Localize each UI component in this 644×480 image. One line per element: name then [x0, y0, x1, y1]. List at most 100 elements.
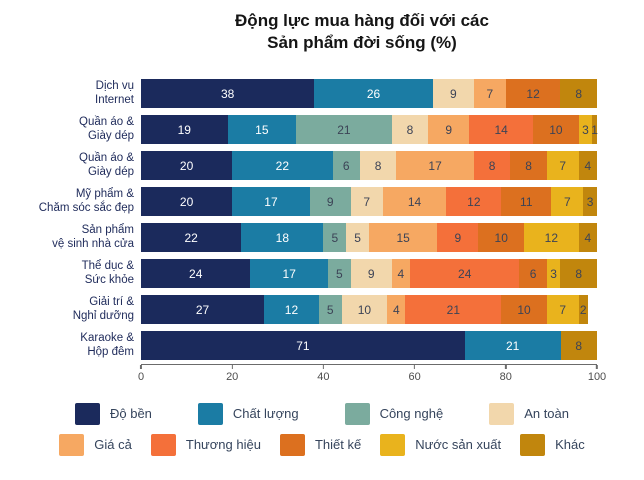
tick-label: 20	[226, 370, 239, 383]
chart-title: Động lực mua hàng đối với các Sản phẩm đ…	[0, 0, 644, 54]
bar-segment: 4	[578, 151, 597, 180]
legend-item: An toàn	[489, 402, 570, 425]
legend-swatch	[279, 433, 305, 456]
bar-segment: 9	[437, 223, 479, 252]
bar-segment: 3	[546, 259, 561, 288]
bar-segment: 12	[524, 223, 579, 252]
bar-segment: 7	[350, 187, 383, 216]
bar-segment: 12	[264, 295, 319, 324]
legend-label: Thiết kế	[314, 437, 362, 452]
bar-segment: 5	[346, 223, 369, 252]
bar-segment: 4	[387, 295, 406, 324]
tick-label: 80	[499, 370, 512, 383]
bar-segment: 8	[359, 151, 397, 180]
bar-segment: 9	[428, 115, 470, 144]
category-label: Giải trí & Nghỉ dưỡng	[72, 295, 134, 322]
bar-segment: 24	[141, 259, 251, 288]
chart-row: Giải trí & Nghỉ dưỡng 27 12 5 10 4 21 10 7 2	[0, 292, 597, 328]
category-label: Mỹ phẩm & Chăm sóc sắc đẹp	[38, 187, 134, 214]
bar-segment: 10	[341, 295, 388, 324]
chart-row: Dịch vụ Internet 38 26 9 7 12 8	[0, 76, 597, 112]
legend-swatch	[150, 433, 176, 456]
bar-segment: 7	[546, 151, 579, 180]
bar-segment: 2	[578, 295, 588, 324]
stacked-bar: 20 17 9 7 14 12 11 7 3	[141, 187, 597, 216]
x-axis-tick: 0	[138, 364, 144, 383]
bar-segment: 1	[591, 115, 598, 144]
bar-segment: 71	[141, 331, 465, 360]
legend-row: Giá cả Thương hiệu Thiết kế Nước sản xuất Kh…	[0, 433, 644, 456]
bar-segment: 6	[519, 259, 547, 288]
category-label: Quần áo & Giày dép	[79, 115, 134, 142]
tick-mark	[140, 364, 142, 369]
bar-segment: 9	[350, 259, 392, 288]
bar-segment: 15	[368, 223, 438, 252]
bar-segment: 15	[227, 115, 297, 144]
x-axis: 0 20 40 60 80 100	[138, 363, 606, 393]
legend-swatch	[344, 402, 370, 425]
legend-swatch	[520, 433, 546, 456]
bar-segment: 26	[314, 79, 433, 108]
bar-segment: 22	[232, 151, 333, 180]
legend: Độ bền Chất lượng Công nghệ An toàn Giá cả Th…	[0, 402, 644, 456]
legend-label: Chất lượng	[232, 406, 299, 421]
legend-item: Chất lượng	[197, 402, 299, 425]
x-axis-tick: 80	[499, 364, 512, 383]
chart-title-line1: Động lực mua hàng đối với các	[235, 11, 489, 30]
bar-segment: 27	[141, 295, 265, 324]
bar-segment: 10	[533, 115, 579, 144]
bar-segment: 21	[296, 115, 392, 144]
legend-swatch	[74, 402, 100, 425]
x-axis-tick: 100	[587, 364, 607, 383]
bar-segment: 24	[410, 259, 520, 288]
legend-item: Nước sản xuất	[380, 433, 501, 456]
bar-segment: 5	[318, 295, 342, 324]
bar-segment: 17	[232, 187, 310, 216]
legend-swatch	[380, 433, 406, 456]
legend-row: Độ bền Chất lượng Công nghệ An toàn	[0, 402, 644, 425]
chart-row: Sản phẩm vệ sinh nhà cửa 22 18 5 5 15 9 10 12 4	[0, 220, 597, 256]
legend-item: Giá cả	[59, 433, 132, 456]
chart-row: Quần áo & Giày dép 19 15 21 8 9 14 10 3 1	[0, 112, 598, 148]
bar-segment: 9	[432, 79, 474, 108]
legend-label: Khác	[555, 437, 585, 452]
legend-item: Thiết kế	[279, 433, 362, 456]
bar-segment: 8	[391, 115, 429, 144]
legend-label: An toàn	[524, 406, 570, 421]
stacked-bar: 24 17 5 9 4 24 6 3 8	[141, 259, 597, 288]
bar-segment: 12	[505, 79, 561, 108]
category-label: Karaoke & Hộp đêm	[80, 331, 134, 358]
bar-segment: 7	[473, 79, 506, 108]
stacked-bar: 20 22 6 8 17 8 8 7 4	[141, 151, 597, 180]
bar-segment: 10	[478, 223, 524, 252]
tick-label: 100	[587, 370, 607, 383]
bar-segment: 11	[501, 187, 552, 216]
bar-segment: 8	[510, 151, 547, 180]
bar-segment: 4	[391, 259, 411, 288]
legend-label: Giá cả	[94, 437, 132, 452]
tick-mark	[231, 364, 233, 369]
stacked-bar: 38 26 9 7 12 8	[141, 79, 597, 108]
legend-label: Độ bền	[109, 406, 152, 421]
chart-title-line2: Sản phẩm đời sống (%)	[267, 32, 457, 52]
bar-segment: 7	[551, 187, 584, 216]
tick-mark	[596, 364, 598, 369]
stacked-bar: 19 15 21 8 9 14 10 3 1	[141, 115, 598, 144]
bar-segment: 3	[583, 187, 597, 216]
x-axis-tick: 20	[226, 364, 239, 383]
stacked-bar: 22 18 5 5 15 9 10 12 4	[141, 223, 597, 252]
legend-item: Thương hiệu	[150, 433, 261, 456]
bar-segment: 9	[309, 187, 351, 216]
bar-segment: 17	[396, 151, 474, 180]
tick-mark	[505, 364, 507, 369]
bar-segment: 21	[405, 295, 502, 324]
tick-mark	[322, 364, 325, 369]
bar-segment: 12	[446, 187, 502, 216]
plot-area: Dịch vụ Internet 38 26 9 7 12 8 Quần áo & Giày dé…	[0, 76, 606, 393]
bar-segment: 8	[560, 259, 597, 288]
legend-label: Công nghệ	[379, 406, 444, 421]
legend-swatch	[197, 402, 223, 425]
category-label: Quần áo & Giày dép	[79, 151, 134, 178]
chart-row: Karaoke & Hộp đêm 71 21 8	[0, 328, 597, 364]
